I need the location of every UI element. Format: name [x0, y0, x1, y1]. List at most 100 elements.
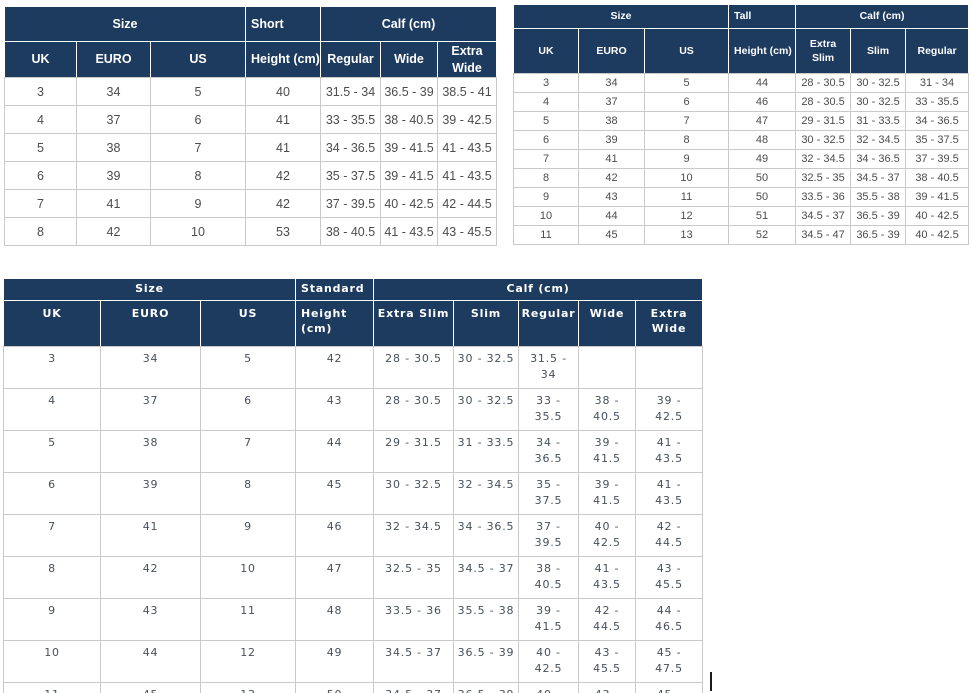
table-cell: 44	[100, 640, 201, 683]
table-row: 11 45 13 52 34.5 - 47 36.5 - 39 40 - 42.5	[513, 225, 970, 245]
table-cell: 6	[200, 388, 296, 431]
table-cell: 34 - 36.5	[850, 149, 907, 169]
table-cell: 30 - 32.5	[850, 92, 907, 112]
standard-table-body: 3 34 5 42 28 - 30.5 30 - 32.5 31.5 - 34 4 37 6 43 2…	[3, 346, 704, 693]
table-cell	[578, 346, 636, 389]
table-cell: 47	[295, 556, 374, 599]
calf-group-header: Calf (cm)	[372, 278, 704, 301]
column-header-row: UK EURO US Height (cm) Extra Slim Slim R…	[513, 28, 970, 74]
table-cell: 33.5 - 36	[795, 187, 852, 207]
col-header-euro: EURO	[578, 28, 645, 74]
table-cell: 11	[513, 225, 579, 245]
col-header-extra-wide: Extra Wide	[436, 41, 498, 78]
table-cell: 11	[200, 598, 296, 641]
table-cell: 34 - 36.5	[518, 430, 579, 473]
table-row: 6 39 8 42 35 - 37.5 39 - 41.5 41 - 43.5	[4, 161, 498, 190]
table-cell: 30 - 32.5	[453, 388, 519, 431]
size-group-header: Size	[4, 6, 246, 42]
table-cell: 34	[76, 77, 151, 106]
table-cell: 43	[578, 187, 645, 207]
table-cell: 8	[643, 130, 730, 150]
col-header-uk: UK	[513, 28, 579, 74]
table-cell: 4	[4, 105, 77, 134]
table-row: 8 42 10 50 32.5 - 35 34.5 - 37 38 - 40.5	[513, 168, 970, 188]
table-cell: 40 - 42.5	[518, 682, 579, 693]
table-cell: 33 - 35.5	[518, 388, 579, 431]
table-cell: 39 - 41.5	[578, 472, 636, 515]
table-cell: 42	[578, 168, 645, 188]
tall-size-table: Size Tall Calf (cm) UK EURO US Height (c…	[512, 4, 970, 245]
table-cell: 37 - 39.5	[905, 149, 970, 169]
table-cell: 6	[643, 92, 730, 112]
col-header-uk: UK	[3, 300, 101, 347]
table-cell: 29 - 31.5	[373, 430, 454, 473]
table-cell: 48	[295, 598, 374, 641]
table-cell: 10	[3, 640, 101, 683]
group-header-row: Size Standard Calf (cm)	[3, 278, 704, 301]
table-cell: 31 - 34	[905, 73, 970, 93]
table-row: 3 34 5 40 31.5 - 34 36.5 - 39 38.5 - 41	[4, 77, 498, 106]
table-cell: 45	[100, 682, 201, 693]
table-cell: 38.5 - 41	[436, 77, 498, 106]
table-cell: 41 - 43.5	[436, 161, 498, 190]
table-cell: 34.5 - 37	[850, 168, 907, 188]
table-row: 6 39 8 48 30 - 32.5 32 - 34.5 35 - 37.5	[513, 130, 970, 150]
table-row: 6 39 8 45 30 - 32.5 32 - 34.5 35 - 37.5 39 - 41…	[3, 472, 704, 515]
table-cell: 42 - 44.5	[578, 598, 636, 641]
table-cell: 34	[578, 73, 645, 93]
table-cell: 11	[3, 682, 101, 693]
table-row: 9 43 11 48 33.5 - 36 35.5 - 38 39 - 41.5 42 - 4…	[3, 598, 704, 641]
table-row: 7 41 9 49 32 - 34.5 34 - 36.5 37 - 39.5	[513, 149, 970, 169]
table-cell: 46	[295, 514, 374, 557]
table-cell: 36.5 - 39	[850, 225, 907, 245]
table-cell: 10	[200, 556, 296, 599]
table-cell: 5	[200, 346, 296, 389]
table-cell: 38	[100, 430, 201, 473]
table-cell: 34.5 - 37	[795, 206, 852, 226]
col-header-us: US	[200, 300, 296, 347]
table-cell: 37 - 39.5	[320, 189, 381, 218]
table-cell: 7	[4, 189, 77, 218]
col-header-us: US	[643, 28, 730, 74]
table-cell: 46	[728, 92, 797, 112]
table-cell: 43 - 45.5	[634, 556, 704, 599]
table-cell: 41	[245, 133, 321, 162]
col-header-height: Height (cm)	[728, 28, 797, 74]
table-cell: 50	[728, 187, 797, 207]
text-cursor	[710, 672, 712, 691]
col-header-wide: Wide	[578, 300, 636, 347]
table-cell: 38	[76, 133, 151, 162]
table-cell: 47	[728, 111, 797, 131]
table-cell: 5	[150, 77, 246, 106]
table-cell: 34	[100, 346, 201, 389]
col-header-extra-wide: Extra Wide	[634, 300, 704, 347]
table-row: 7 41 9 46 32 - 34.5 34 - 36.5 37 - 39.5 40 - 42…	[3, 514, 704, 557]
table-cell: 12	[643, 206, 730, 226]
col-header-height: Height (cm)	[295, 300, 374, 347]
table-cell: 42	[245, 161, 321, 190]
table-cell: 11	[643, 187, 730, 207]
table-cell: 3	[4, 77, 77, 106]
table-cell: 5	[3, 430, 101, 473]
table-cell: 5	[643, 73, 730, 93]
table-cell: 43 - 45.5	[436, 217, 498, 246]
table-cell: 6	[150, 105, 246, 134]
table-cell: 39	[578, 130, 645, 150]
table-cell: 10	[150, 217, 246, 246]
table-cell: 3	[3, 346, 101, 389]
table-cell: 40 - 42.5	[905, 206, 970, 226]
table-cell: 8	[3, 556, 101, 599]
calf-group-header: Calf (cm)	[319, 6, 498, 42]
table-cell: 31 - 33.5	[453, 430, 519, 473]
table-cell: 8	[150, 161, 246, 190]
size-group-header: Size	[3, 278, 296, 301]
table-row: 3 34 5 42 28 - 30.5 30 - 32.5 31.5 - 34	[3, 346, 704, 389]
table-cell: 31.5 - 34	[320, 77, 381, 106]
table-cell: 39 - 41.5	[518, 598, 579, 641]
table-cell: 7	[643, 111, 730, 131]
table-cell: 37	[100, 388, 201, 431]
table-cell: 30 - 32.5	[795, 130, 852, 150]
table-cell: 38 - 40.5	[518, 556, 579, 599]
table-cell: 41	[100, 514, 201, 557]
col-header-regular: Regular	[320, 41, 381, 78]
